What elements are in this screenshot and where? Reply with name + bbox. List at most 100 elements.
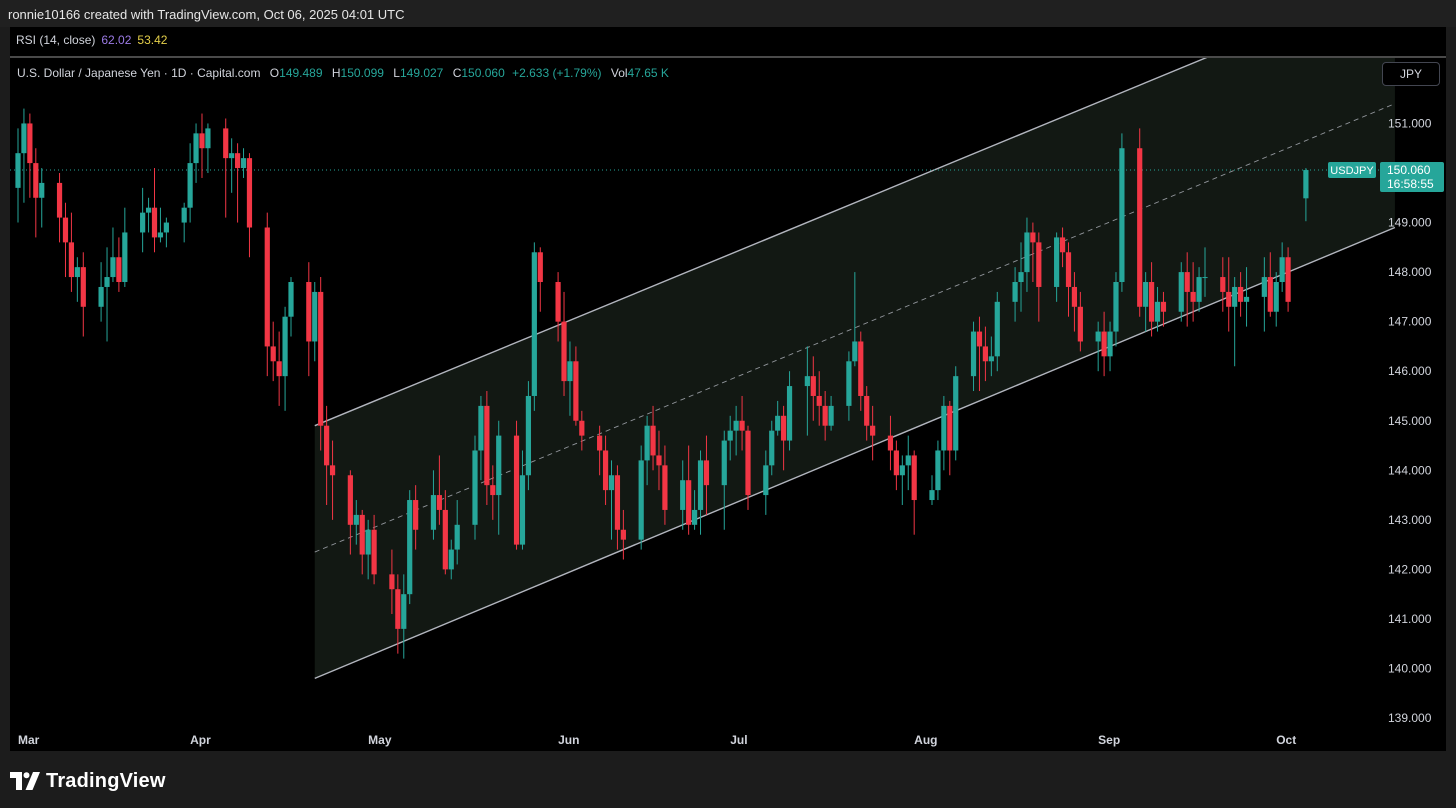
candle-down (389, 549, 395, 614)
candle-body (935, 450, 941, 491)
candle-body (763, 465, 769, 496)
candle-up (454, 500, 460, 565)
candle-down (739, 395, 745, 451)
candle-body (229, 153, 235, 159)
candle-down (911, 450, 917, 535)
candle-up (15, 128, 21, 223)
candle-body (1095, 331, 1101, 342)
candle-up (205, 123, 211, 173)
tradingview-logo[interactable]: TradingView (10, 768, 166, 794)
candle-down (656, 430, 662, 491)
currency-button[interactable]: JPY (1382, 62, 1440, 86)
candle-down (1285, 247, 1291, 312)
candle-body (608, 475, 615, 491)
candle-body (727, 430, 733, 441)
symbol-legend[interactable]: U.S. Dollar / Japanese Yen · 1D · Capita… (17, 66, 669, 80)
candles (15, 108, 1309, 659)
candle-down (490, 465, 496, 520)
candle-body (519, 475, 526, 545)
candle-body (1137, 148, 1143, 307)
rsi-legend[interactable]: RSI (14, close) 62.02 53.42 (16, 33, 167, 47)
candle-down (223, 118, 229, 218)
candle-body (537, 252, 543, 283)
candle-body (389, 574, 395, 590)
candle-body (1143, 282, 1149, 307)
candle-down (602, 435, 609, 505)
candle-up (157, 207, 164, 243)
candle-body (110, 257, 116, 278)
candle-down (745, 425, 751, 510)
candle-down (887, 415, 894, 471)
candle-down (436, 455, 442, 525)
candle-up (567, 341, 573, 416)
candle-down (864, 386, 870, 441)
candle-up (74, 257, 80, 302)
price-axis[interactable]: 139.000 140.000 141.000 142.000 143.000 144.0… (1388, 116, 1432, 725)
candle-up (448, 539, 454, 580)
candle-body (846, 361, 852, 406)
candle-body (288, 282, 294, 317)
candle-body (306, 282, 312, 342)
price-tick-label: 148.000 (1388, 265, 1432, 279)
candle-body (650, 425, 656, 456)
candle-body (662, 465, 668, 510)
candle-down (513, 420, 520, 550)
candle-body (442, 509, 448, 570)
candle-body (234, 153, 241, 169)
time-axis[interactable]: Mar Apr May Jun Jul Aug Sep Oct (18, 733, 1296, 747)
candle-up (680, 460, 686, 530)
candle-body (199, 133, 205, 149)
candle-body (745, 430, 751, 496)
candle-up (644, 415, 650, 486)
candle-up (1113, 272, 1119, 347)
candle-body (864, 395, 870, 426)
candle-up (531, 242, 537, 411)
symbol-tag-text: USDJPY (1330, 165, 1374, 177)
price-pane[interactable]: 139.000 140.000 141.000 142.000 143.000 144.0… (10, 58, 1446, 751)
candle-up (187, 143, 193, 223)
candle-up (240, 148, 247, 178)
candle-body (490, 485, 496, 496)
candle-body (887, 435, 894, 451)
candle-up (1024, 217, 1030, 292)
candle-body (1148, 282, 1155, 322)
candle-body (573, 361, 579, 421)
candle-up (430, 470, 437, 540)
candle-down (822, 391, 828, 441)
candle-body (413, 500, 419, 530)
candle-body (899, 465, 905, 476)
candle-up (353, 500, 359, 545)
time-tick-label: Sep (1098, 733, 1120, 747)
candle-down (870, 405, 876, 461)
candle-up (1107, 321, 1113, 372)
candle-body (395, 589, 401, 629)
candle-body (68, 242, 75, 278)
candle-body (1243, 296, 1250, 302)
candlestick-chart[interactable]: 139.000 140.000 141.000 142.000 143.000 144.0… (10, 58, 1446, 751)
rsi-value-1: 62.02 (101, 33, 132, 47)
candle-down (270, 321, 276, 382)
candle-up (775, 400, 781, 436)
candle-up (1279, 242, 1285, 292)
candle-body (1202, 277, 1208, 279)
candle-up (1012, 267, 1018, 322)
price-tick-label: 147.000 (1388, 315, 1432, 329)
candle-up (852, 272, 858, 367)
parallel-channel[interactable] (314, 58, 1396, 680)
rsi-pane: RSI (14, close) 62.02 53.42 (10, 27, 1446, 56)
candle-body (240, 158, 247, 169)
candle-down (56, 173, 63, 243)
candle-body (1119, 148, 1125, 283)
candle-down (650, 405, 656, 471)
candle-body (822, 405, 828, 426)
candle-body (80, 267, 86, 307)
close-value: 150.060 (461, 66, 505, 80)
price-tick-label: 144.000 (1388, 463, 1432, 477)
candle-body (567, 361, 573, 382)
pane-separator[interactable] (10, 56, 1446, 58)
candle-body (638, 460, 644, 540)
candle-up (1196, 267, 1202, 312)
candle-up (769, 420, 775, 476)
candle-up (525, 381, 532, 491)
candle-body (810, 376, 816, 396)
